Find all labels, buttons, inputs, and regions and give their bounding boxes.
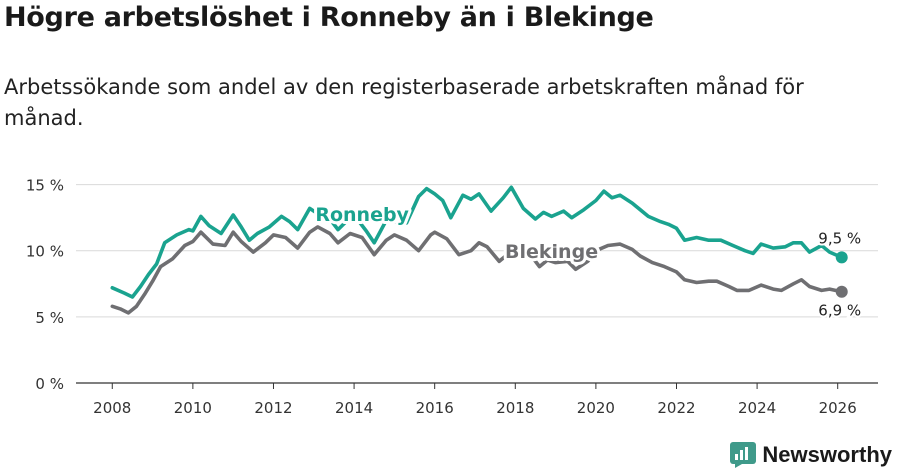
x-tick-label: 2014 (335, 399, 373, 417)
newsworthy-icon (730, 442, 757, 468)
x-tick-label: 2012 (254, 399, 292, 417)
series-line-ronneby (110, 185, 844, 299)
series-label-ronneby: Ronneby (315, 204, 409, 226)
y-tick-label: 0 % (35, 375, 64, 393)
y-tick-label: 10 % (26, 243, 64, 261)
x-tick-label: 2016 (416, 399, 454, 417)
x-tick-label: 2026 (819, 399, 857, 417)
end-value-label-blekinge: 6,9 % (818, 302, 861, 320)
chart-title: Högre arbetslöshet i Ronneby än i Blekin… (4, 2, 654, 33)
end-marker-ronneby (835, 251, 848, 264)
x-tick-label: 2024 (738, 399, 776, 417)
x-tick-label: 2018 (496, 399, 534, 417)
end-marker-blekinge (835, 285, 848, 298)
chart-subtitle: Arbetssökande som andel av den registerb… (4, 75, 804, 130)
newsworthy-logo: Newsworthy (730, 442, 892, 468)
grid-lines (76, 184, 878, 384)
series-lines (110, 185, 848, 315)
x-tick-label: 2008 (93, 399, 131, 417)
series-label-blekinge: Blekinge (505, 241, 598, 263)
x-tick-label: 2010 (174, 399, 212, 417)
x-tick-label: 2022 (657, 399, 695, 417)
y-tick-label: 5 % (35, 309, 64, 327)
series-line-blekinge (110, 225, 844, 315)
y-tick-label: 15 % (26, 177, 64, 195)
x-tick-label: 2020 (577, 399, 615, 417)
brand-name: Newsworthy (762, 442, 892, 467)
x-axis: 0 % 5 % 10 % 15 % 2008 2010 2012 2014 2016 2018 20… (26, 177, 857, 417)
end-value-label-ronneby: 9,5 % (818, 229, 861, 247)
series-labels: Ronneby 9,5 % Blekinge 6,9 % (312, 201, 863, 322)
